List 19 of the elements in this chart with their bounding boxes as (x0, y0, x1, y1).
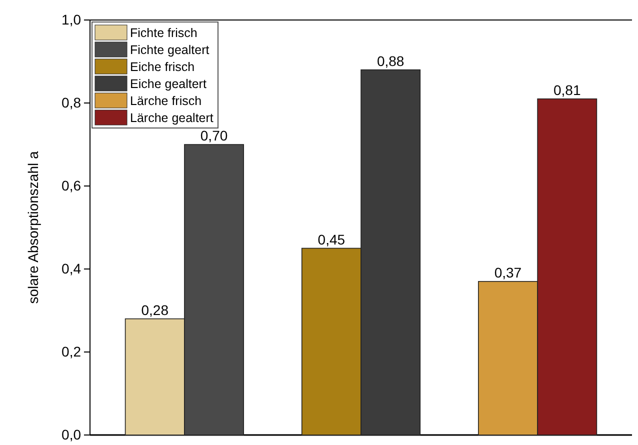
y-tick-label: 1,0 (62, 11, 82, 28)
legend-label: Lärche gealtert (130, 111, 214, 125)
y-tick-label: 0,6 (62, 177, 82, 194)
y-axis-title: solare Absorptionszahl a (25, 151, 41, 304)
legend-label: Fichte gealtert (130, 43, 210, 57)
data-label: 0,45 (318, 231, 346, 248)
y-tick-label: 0,0 (62, 426, 82, 442)
data-label: 0,28 (141, 302, 169, 318)
data-label: 0,88 (376, 52, 404, 69)
legend-label: Fichte frisch (130, 26, 198, 40)
legend-label: Eiche gealtert (130, 77, 207, 91)
data-label: 0,81 (553, 82, 581, 98)
legend-label: Lärche frisch (130, 94, 202, 108)
y-tick-label: 0,4 (62, 260, 82, 276)
data-label: 0,37 (494, 264, 522, 280)
legend-label: Eiche frisch (130, 60, 195, 74)
data-label: 0,70 (200, 128, 228, 144)
y-tick-label: 0,2 (62, 343, 82, 360)
y-tick-label: 0,8 (62, 94, 82, 110)
